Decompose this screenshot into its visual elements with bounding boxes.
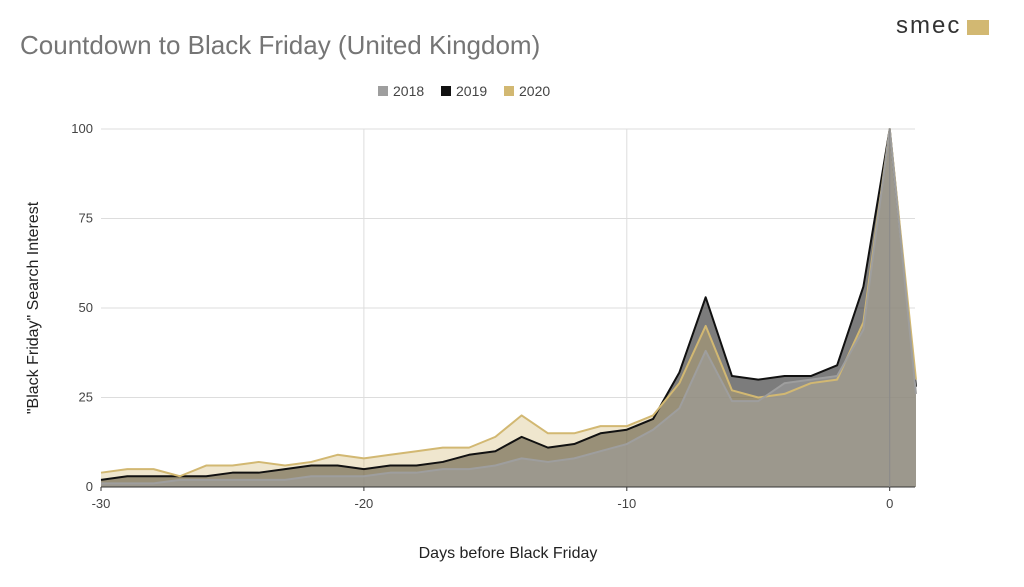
legend-label-2020: 2020 bbox=[519, 83, 550, 99]
y-tick-label: 100 bbox=[71, 121, 93, 136]
y-axis-title: "Black Friday" Search Interest bbox=[25, 201, 42, 414]
brand-text: smec bbox=[896, 12, 962, 39]
brand-square-icon bbox=[967, 19, 990, 35]
series-line-2020 bbox=[100, 128, 917, 478]
y-tick-label: 25 bbox=[79, 390, 93, 405]
legend-swatch-2018 bbox=[378, 86, 388, 96]
x-tick-label: -20 bbox=[355, 496, 374, 511]
y-tick-label: 75 bbox=[79, 211, 93, 226]
series-line-2019 bbox=[100, 128, 917, 481]
brand-logo: smec bbox=[896, 12, 990, 40]
x-tick-label: -10 bbox=[617, 496, 636, 511]
series-line-2018 bbox=[101, 128, 917, 485]
y-tick-label: 50 bbox=[79, 300, 93, 315]
legend-swatch-2020 bbox=[504, 86, 514, 96]
x-tick-label: -30 bbox=[92, 496, 111, 511]
chart-title: Countdown to Black Friday (United Kingdo… bbox=[20, 30, 541, 60]
legend-label-2019: 2019 bbox=[456, 83, 487, 99]
x-axis-title: Days before Black Friday bbox=[419, 545, 598, 562]
series-area-2018 bbox=[101, 129, 916, 487]
legend-label-2018: 2018 bbox=[393, 83, 424, 99]
x-tick-label: 0 bbox=[886, 496, 893, 511]
legend-swatch-2019 bbox=[441, 86, 451, 96]
y-tick-label: 0 bbox=[86, 479, 93, 494]
